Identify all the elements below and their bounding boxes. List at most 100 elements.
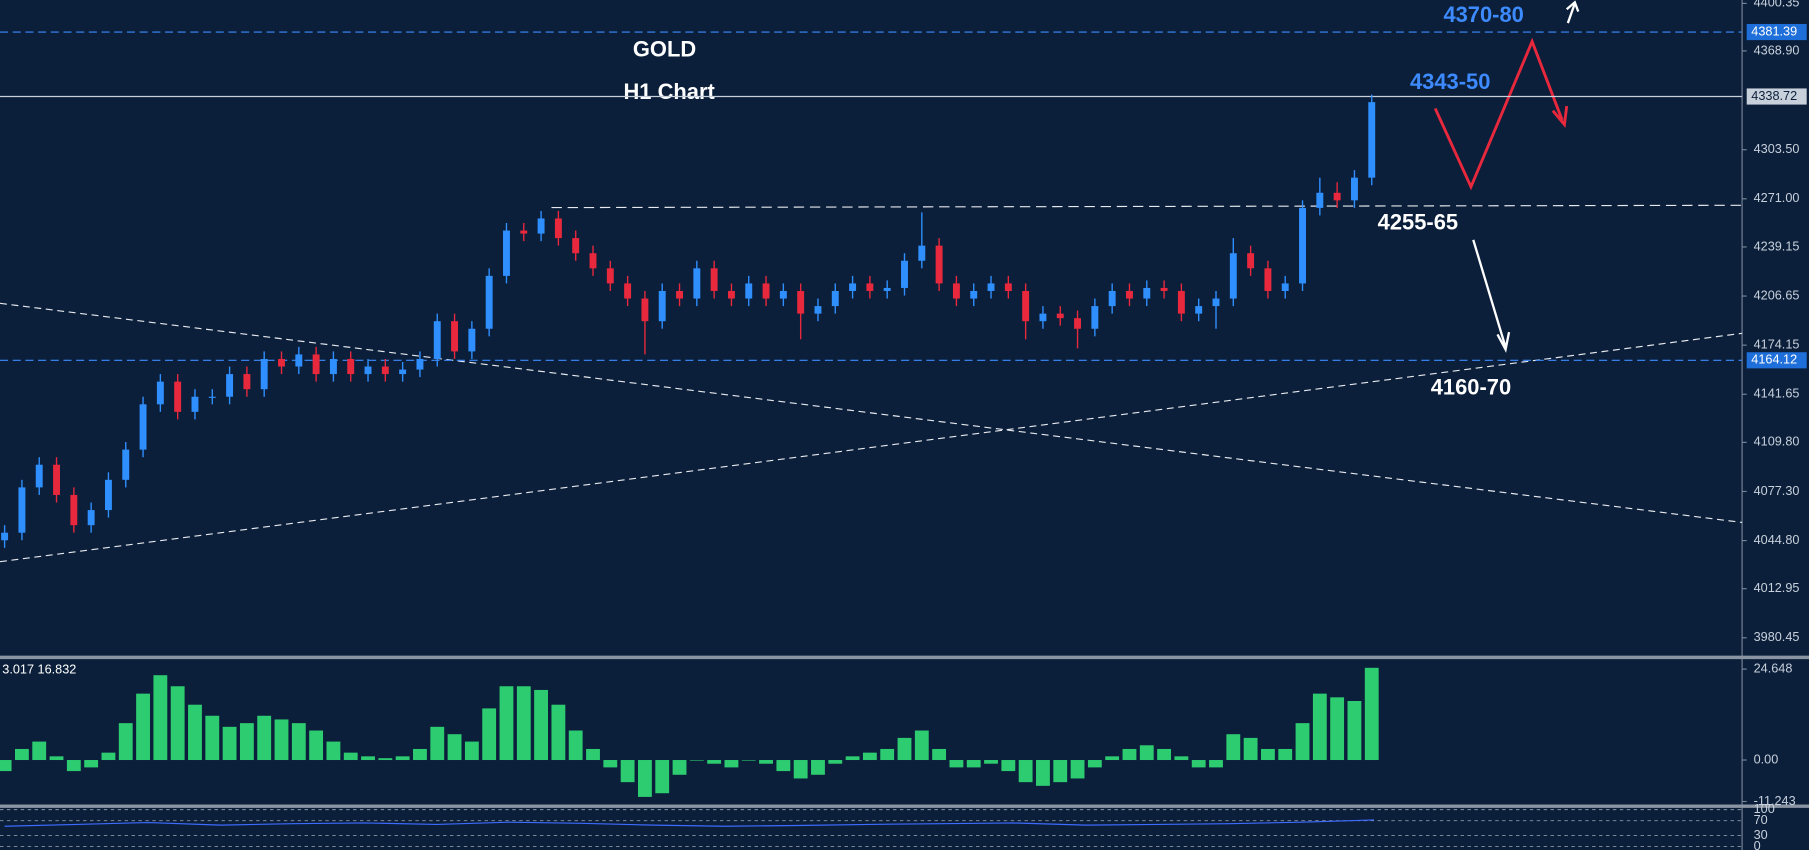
macd-label: 3.017 16.832 — [2, 662, 76, 676]
y-tick-label: 70 — [1754, 813, 1768, 827]
macd-bar — [205, 715, 220, 761]
candle-body — [1195, 306, 1203, 314]
candle-body — [537, 218, 545, 234]
macd-bar — [1036, 760, 1050, 786]
macd-bar — [984, 760, 998, 764]
arrow-head — [1551, 105, 1569, 129]
macd-bar — [170, 686, 185, 761]
chart-title: GOLD — [633, 37, 696, 62]
macd-bar — [949, 760, 964, 768]
candle-body — [520, 230, 528, 234]
macd-bar — [776, 760, 791, 772]
candle-body — [156, 381, 164, 405]
y-tick-label: 4077.30 — [1754, 484, 1800, 498]
macd-bar — [1209, 760, 1223, 768]
candle-body — [572, 238, 580, 254]
candle-body — [762, 283, 770, 299]
candle-body — [278, 358, 285, 367]
candle-body — [191, 396, 199, 412]
candle-body — [364, 366, 372, 375]
projection-arrow — [1566, 3, 1576, 24]
candle-body — [987, 283, 995, 291]
arrow-head — [1496, 331, 1511, 353]
macd-bar — [534, 689, 549, 761]
candle-body — [87, 510, 95, 526]
candle-body — [70, 494, 78, 526]
macd-bar — [551, 704, 566, 761]
macd-bar — [343, 752, 358, 761]
projection-arrow — [1433, 37, 1564, 191]
candle-body — [1264, 268, 1272, 291]
macd-bar — [637, 760, 652, 797]
trend-line — [0, 332, 1743, 563]
y-tick-label: 0.00 — [1754, 752, 1779, 766]
y-tick-label: 4303.50 — [1754, 142, 1800, 156]
macd-bar — [516, 686, 531, 761]
candle-body — [589, 253, 597, 269]
macd-bar — [0, 760, 12, 772]
candle-body — [797, 290, 805, 314]
candle-body — [1316, 192, 1324, 208]
price-label-box — [1746, 23, 1807, 41]
y-tick-label: 4141.65 — [1754, 387, 1800, 401]
macd-bar — [222, 726, 237, 761]
y-tick-label: 24.648 — [1754, 661, 1793, 675]
candle-body — [554, 218, 562, 239]
candle-body — [485, 275, 493, 329]
macd-bar — [966, 760, 981, 768]
price-label: 4164.12 — [1751, 353, 1797, 367]
candle-body — [641, 298, 649, 322]
macd-bar — [274, 719, 289, 761]
candle-body — [18, 487, 26, 533]
macd-bar — [1157, 748, 1172, 761]
macd-bar — [49, 756, 64, 761]
price-label-box — [1746, 88, 1807, 105]
price-label-box — [1746, 352, 1807, 369]
candle-body — [676, 290, 683, 299]
y-tick-label: 30 — [1754, 828, 1768, 842]
macd-bar — [880, 748, 895, 761]
macd-bar — [741, 760, 756, 761]
macd-bar — [101, 752, 116, 761]
macd-bar — [447, 734, 462, 761]
macd-bar — [707, 760, 722, 764]
candle-body — [710, 268, 718, 291]
candle-body — [1143, 287, 1151, 299]
candle-body — [295, 354, 303, 367]
candle-body — [122, 449, 130, 480]
y-tick-label: 4109.80 — [1754, 435, 1800, 449]
y-tick-label: 4239.15 — [1754, 239, 1800, 253]
candle-body — [606, 268, 614, 284]
y-tick-label: 0 — [1754, 839, 1761, 850]
macd-bar — [430, 726, 445, 761]
macd-bar — [84, 760, 99, 768]
candle-body — [1091, 306, 1099, 329]
macd-bar — [914, 730, 929, 761]
candle-body — [1022, 290, 1030, 322]
y-tick-label: -11.243 — [1754, 794, 1796, 808]
macd-bar — [586, 748, 600, 761]
annotation: 4255-65 — [1378, 210, 1458, 235]
macd-bar — [1001, 760, 1016, 772]
candle-body — [139, 404, 147, 450]
candle-body — [243, 374, 251, 390]
macd-bar — [568, 730, 583, 761]
macd-bar — [482, 708, 497, 761]
candle-body — [399, 369, 407, 375]
candle-body — [727, 290, 735, 299]
candle-body — [381, 366, 389, 375]
candle-body — [866, 283, 874, 291]
macd-bar — [1312, 693, 1327, 761]
macd-bar — [1018, 760, 1033, 783]
macd-bar — [239, 723, 254, 761]
plot — [0, 0, 1743, 563]
candle-body — [329, 358, 337, 375]
macd-bar — [932, 748, 947, 761]
rsi-line — [4, 819, 1375, 827]
candle-body — [901, 260, 908, 288]
macd-bar — [413, 748, 427, 761]
candle-body — [935, 245, 943, 284]
macd-bar — [1139, 745, 1154, 761]
